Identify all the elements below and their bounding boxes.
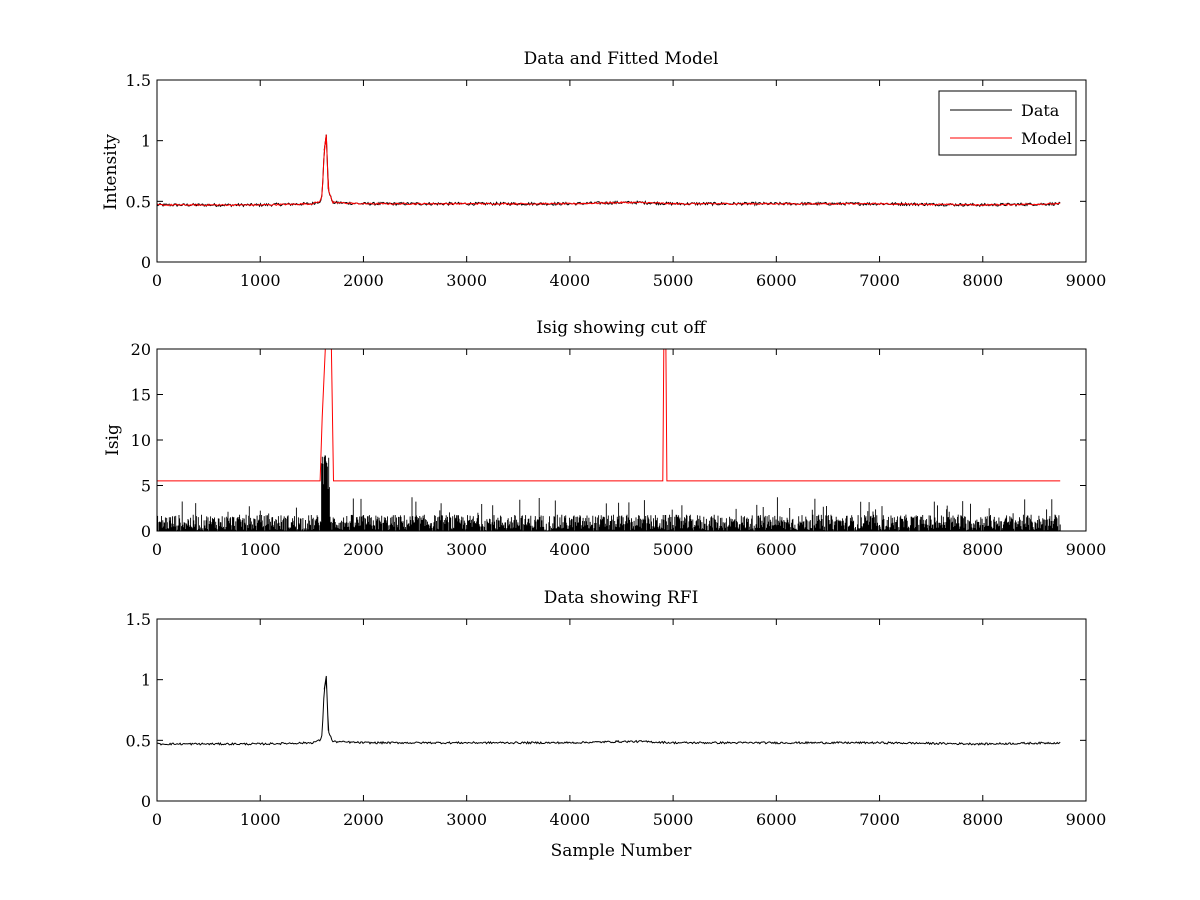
x-tick-label: 3000 [446, 810, 487, 829]
x-tick-label: 9000 [1066, 810, 1107, 829]
plot-area-3: 0 1000 2000 3000 4000 5000 6000 7000 8000 9000 0 0.… [126, 610, 1107, 829]
x-tick-label: 7000 [859, 540, 900, 559]
x-tick-label: 6000 [756, 810, 797, 829]
x-tick-label: 7000 [859, 271, 900, 290]
x-tick-label: 2000 [343, 810, 384, 829]
axes-box-1 [156, 79, 1087, 263]
plot-area-2-bg [157, 349, 1086, 531]
x-tick-label: 4000 [550, 271, 591, 290]
x-tick-label: 0 [152, 810, 162, 829]
x-tick-label: 5000 [653, 540, 694, 559]
plot-area-1: 0 1000 2000 3000 4000 5000 6000 7000 8000 9000 0 0.… [126, 71, 1107, 290]
x-tick-label: 3000 [446, 540, 487, 559]
subplot-data-fitted-model: Data and Fitted Model Intensity 0 1000 200… [101, 49, 1106, 290]
legend-label-data: Data [1021, 101, 1060, 120]
axes-box-3 [156, 618, 1087, 802]
y-tick-label: 1.5 [126, 71, 151, 90]
legend-label-model: Model [1021, 129, 1072, 148]
x-tick-label: 5000 [653, 810, 694, 829]
x-tick-label: 8000 [962, 271, 1003, 290]
x-tick-label: 0 [152, 271, 162, 290]
x-tick-label: 9000 [1066, 540, 1107, 559]
y-tick-label: 20 [131, 340, 151, 359]
y-tick-label: 1 [141, 132, 151, 151]
series-layer-3 [156, 675, 1061, 746]
series-data [156, 675, 1061, 746]
series-model [157, 134, 1061, 207]
x-tick-label: 9000 [1066, 271, 1107, 290]
plot-area-1-bg [157, 80, 1086, 262]
x-tick-label: 8000 [962, 540, 1003, 559]
y-tick-label: 0 [141, 792, 151, 811]
x-axis-label-3: Sample Number [551, 841, 693, 861]
plot-area-3-bg [157, 619, 1086, 801]
ticks-layer-3: 0 1000 2000 3000 4000 5000 6000 7000 8000 9000 0 0.… [126, 610, 1107, 829]
y-tick-label: 1.5 [126, 610, 151, 629]
y-axis-label-2: Isig [103, 424, 123, 456]
series-cutoff [157, 348, 1061, 482]
legend-1: Data Model [938, 90, 1077, 156]
y-tick-label: 5 [141, 477, 151, 496]
chart-title-3: Data showing RFI [544, 588, 699, 608]
y-tick-label: 10 [131, 431, 151, 450]
x-tick-label: 6000 [756, 540, 797, 559]
x-tick-label: 1000 [240, 810, 281, 829]
x-tick-label: 1000 [240, 540, 281, 559]
x-tick-label: 6000 [756, 271, 797, 290]
x-tick-label: 8000 [962, 810, 1003, 829]
ticks-layer-2: 0 1000 2000 3000 4000 5000 6000 7000 8000 9000 0 5 1… [131, 340, 1107, 559]
x-tick-label: 0 [152, 540, 162, 559]
series-layer-1 [156, 134, 1061, 208]
x-tick-label: 2000 [343, 271, 384, 290]
legend-box [938, 90, 1077, 156]
chart-title-2: Isig showing cut off [536, 318, 707, 338]
y-axis-label-1: Intensity [101, 134, 121, 210]
x-tick-label: 5000 [653, 271, 694, 290]
y-tick-label: 0.5 [126, 731, 151, 750]
y-tick-label: 0 [141, 522, 151, 541]
subplot-isig-cutoff: Isig showing cut off Isig 0 1000 2000 3000 4… [103, 318, 1106, 559]
chart-title-1: Data and Fitted Model [524, 49, 719, 69]
x-tick-label: 4000 [550, 540, 591, 559]
x-tick-label: 4000 [550, 810, 591, 829]
subplot-data-rfi: Data showing RFI Sample Number 0 1000 2000… [126, 588, 1107, 861]
y-tick-label: 0.5 [126, 192, 151, 211]
x-tick-label: 3000 [446, 271, 487, 290]
x-tick-label: 7000 [859, 810, 900, 829]
ticks-layer-1: 0 1000 2000 3000 4000 5000 6000 7000 8000 9000 0 0.… [126, 71, 1107, 290]
x-tick-label: 1000 [240, 271, 281, 290]
x-tick-label: 2000 [343, 540, 384, 559]
y-tick-label: 15 [131, 386, 151, 405]
y-tick-label: 1 [141, 671, 151, 690]
plot-area-2: 0 1000 2000 3000 4000 5000 6000 7000 8000 9000 0 5 1… [131, 340, 1107, 559]
y-tick-label: 0 [141, 253, 151, 272]
